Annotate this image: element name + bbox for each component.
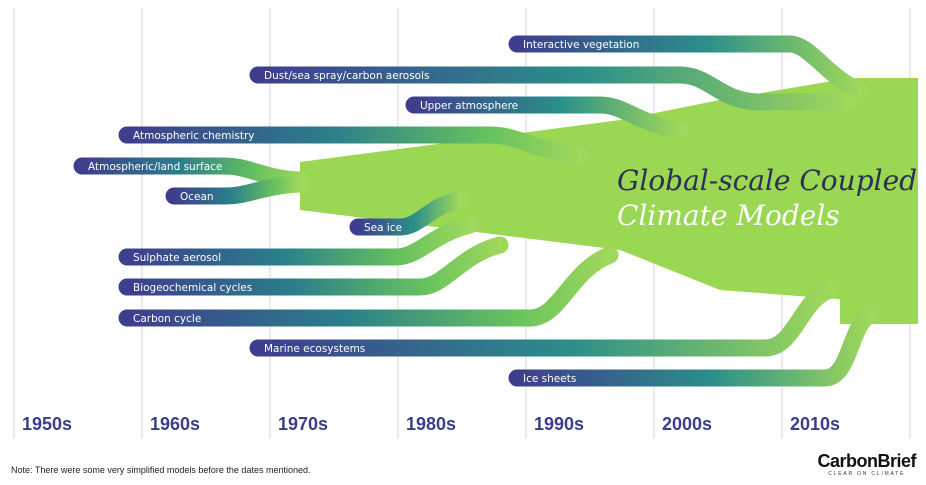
label-upper-atmosphere: Upper atmosphere — [420, 100, 518, 112]
decade-label-1960s: 1960s — [150, 414, 200, 434]
decade-label-1980s: 1980s — [406, 414, 456, 434]
stream-dust-aerosols — [249, 66, 859, 111]
decade-label-2010s: 2010s — [790, 414, 840, 434]
component-streams — [73, 35, 879, 387]
label-biogeochemical: Biogeochemical cycles — [133, 282, 252, 294]
stream-upper-atmosphere — [405, 96, 689, 139]
label-ice-sheets: Ice sheets — [523, 373, 576, 385]
decade-label-1970s: 1970s — [278, 414, 328, 434]
logo-tagline: CLEAR ON CLIMATE — [828, 471, 906, 477]
label-sulphate-aerosol: Sulphate aerosol — [133, 252, 221, 264]
decade-axis: 1950s 1960s 1970s 1980s 1990s 2000s 2010… — [22, 414, 840, 434]
stream-ice-sheets — [508, 306, 879, 387]
stream-ocean — [165, 175, 309, 205]
decade-label-1990s: 1990s — [534, 414, 584, 434]
label-ocean: Ocean — [180, 191, 214, 203]
title-line-1: Global-scale Coupled — [617, 164, 917, 197]
label-sea-ice: Sea ice — [364, 222, 402, 234]
label-atmospheric-land: Atmospheric/land surface — [88, 161, 222, 173]
carbonbrief-logo: CarbonBrief CLEAR ON CLIMATE — [817, 452, 916, 477]
stream-carbon-cycle — [118, 246, 619, 327]
stream-sea-ice — [349, 191, 469, 236]
model-trunk — [300, 78, 918, 324]
logo-name: CarbonBrief — [817, 451, 916, 471]
stream-marine-ecosystems — [249, 281, 839, 357]
stream-atmospheric-chemistry — [118, 126, 589, 164]
footnote: Note: There were some very simplified mo… — [11, 465, 311, 475]
title-line-2: Climate Models — [617, 199, 840, 232]
stream-labels: Interactive vegetation Dust/sea spray/ca… — [88, 39, 639, 385]
label-carbon-cycle: Carbon cycle — [133, 313, 201, 325]
label-interactive-vegetation: Interactive vegetation — [523, 39, 639, 51]
label-dust-aerosols: Dust/sea spray/carbon aerosols — [264, 70, 430, 82]
decade-label-2000s: 2000s — [662, 414, 712, 434]
stream-biogeochemical — [118, 236, 509, 296]
decade-label-1950s: 1950s — [22, 414, 72, 434]
stream-sulphate-aerosol — [118, 216, 479, 266]
label-marine-ecosystems: Marine ecosystems — [264, 343, 365, 355]
stream-interactive-vegetation — [508, 35, 869, 99]
label-atmospheric-chemistry: Atmospheric chemistry — [133, 130, 255, 142]
